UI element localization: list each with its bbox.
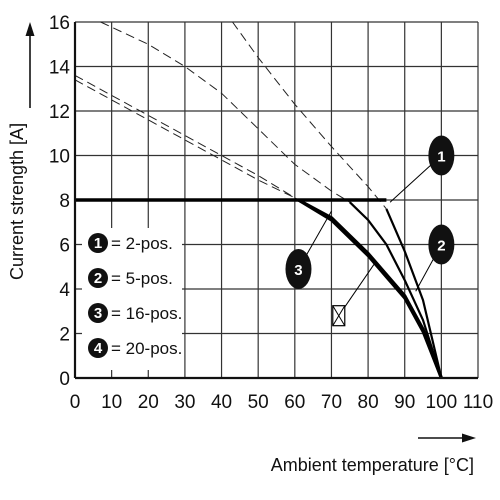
x-tick-label-70: 70 [321,392,342,413]
x-tick-label-30: 30 [174,392,195,413]
series-3-dashed-line [74,74,299,201]
x-tick-label-10: 10 [101,392,122,413]
y-tick-label-6: 6 [59,236,70,257]
legend-label-3: = 16-pos. [111,304,182,323]
y-tick-label-16: 16 [49,13,70,34]
x-tick-label-50: 50 [248,392,269,413]
legend-badge-label-4: 4 [94,340,103,357]
callout-badge-label-2: 2 [437,238,445,255]
x-axis-arrow [418,433,476,443]
y-tick-label-4: 4 [59,280,70,301]
series-2-solid-line [349,201,443,379]
series-1-dashed-line [232,21,387,210]
x-tick-label-90: 90 [394,392,415,413]
x-tick-label-100: 100 [426,392,458,413]
y-tick-label-8: 8 [59,191,70,212]
legend-badge-3 [88,303,108,323]
legend-label-4: = 20-pos. [111,339,182,358]
y-axis-title: Current strength [A] [7,123,27,280]
y-tick-label-12: 12 [49,102,70,123]
series-group [74,21,443,379]
callout-badge-label-3: 3 [294,262,302,279]
legend-badge-2 [88,268,108,288]
box-marker-diagonal-b [332,305,346,326]
series-1-solid-line [385,208,443,379]
y-tick-label-0: 0 [59,369,70,390]
legend-badge-label-3: 3 [94,305,102,322]
x-tick-label-0: 0 [70,392,81,413]
legend-badge-label-1: 1 [94,235,102,252]
axes [73,22,478,380]
legend: 1 = 2-pos. 2 = 5-pos. 3 = 16-pos. 4 = 20-pos. [82,228,182,370]
legend-label-2: = 5-pos. [111,269,173,288]
legend-label-1: = 2-pos. [111,234,173,253]
series-4-solid-line [297,198,443,379]
x-tick-label-60: 60 [284,392,305,413]
x-tick-label-110: 110 [463,392,493,413]
x-tick-label-40: 40 [211,392,232,413]
callout-badge-2 [428,224,455,265]
x-axis-title: Ambient temperature [°C] [271,455,474,475]
x-tick-label-20: 20 [138,392,159,413]
y-axis-arrow [25,22,35,108]
callout-badge-label-1: 1 [437,149,445,166]
series-4-dashed-line [74,79,299,201]
legend-badge-4 [88,338,108,358]
y-tick-label-10: 10 [49,147,70,168]
y-tick-label-14: 14 [49,58,71,79]
callout-badge-1 [428,135,455,176]
callout-markers: 1 2 3 [285,135,455,327]
x-tick-label-80: 80 [358,392,379,413]
callout-badge-3 [285,248,312,289]
callout-box-marker [332,305,346,327]
series-2-dashed-line [100,21,351,203]
legend-badge-1 [88,233,108,253]
y-tick-label-2: 2 [59,325,70,346]
legend-badge-label-2: 2 [94,270,102,287]
